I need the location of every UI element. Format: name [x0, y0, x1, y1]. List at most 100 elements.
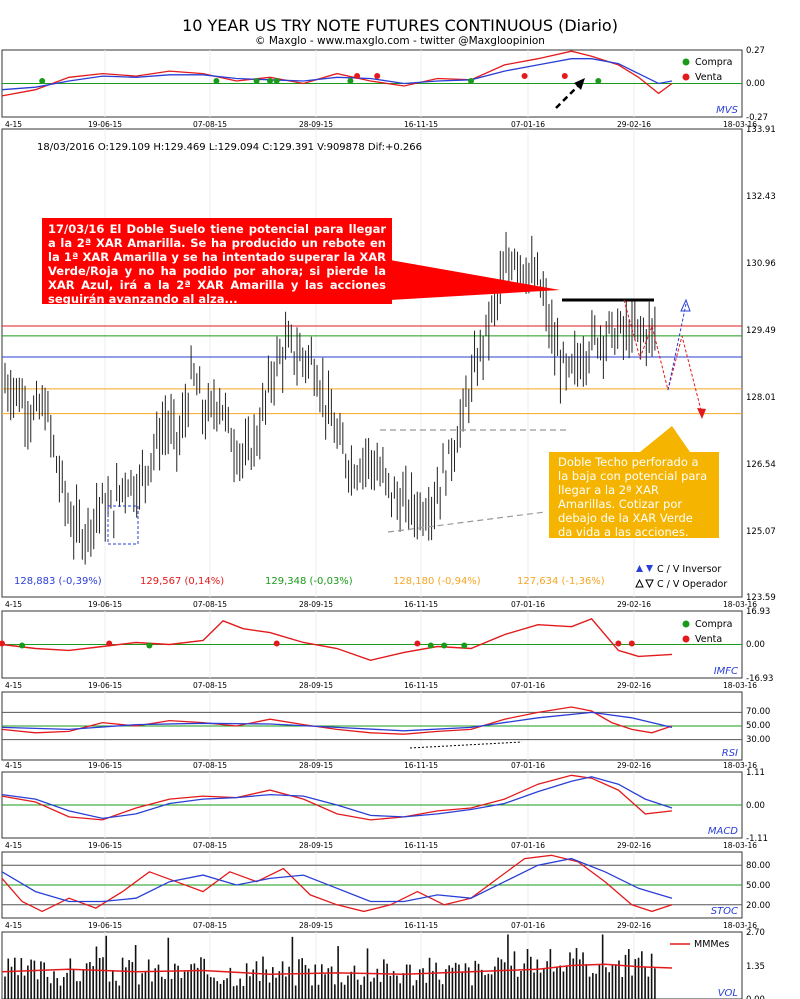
x-tick-label: 07-08-15	[193, 120, 227, 129]
series-line-vol	[1, 963, 673, 975]
x-tick-label: 07-08-15	[193, 681, 227, 690]
y-tick-label: 129.49	[746, 326, 776, 336]
arrow-head	[574, 78, 585, 90]
compra-marker	[19, 642, 26, 649]
xar-label-verde: 129,348 (-0,03%)	[265, 576, 353, 587]
x-tick-label: 29-02-16	[617, 841, 651, 850]
compra-legend-icon	[682, 58, 690, 66]
venta-marker	[374, 73, 381, 80]
x-tick-label: 07-01-16	[511, 921, 545, 930]
panel-label-macd: MACD	[708, 826, 738, 837]
operador-down-icon	[645, 579, 654, 589]
x-tick-label: 07-01-16	[511, 600, 545, 609]
inversor-down-icon	[646, 565, 653, 572]
support-trendline	[387, 511, 546, 533]
x-tick-label: 07-01-16	[511, 841, 545, 850]
x-tick-label: 29-02-16	[617, 921, 651, 930]
x-tick-label: 07-01-16	[511, 120, 545, 129]
y-tick-label: 123.59	[746, 593, 776, 603]
y-tick-label: 130.96	[746, 259, 776, 269]
y-tick-label: 133.91	[746, 125, 776, 135]
x-tick-label: 18-03-16	[723, 841, 757, 850]
projection-down	[623, 299, 703, 415]
price-info-line: 18/03/2016 O:129.109 H:129.469 L:129.094…	[37, 142, 422, 153]
x-tick-label: 19-06-15	[88, 761, 122, 770]
x-tick-label: 18-03-16	[723, 761, 757, 770]
compra-marker	[441, 642, 448, 649]
y-tick-label: 0.27	[746, 46, 765, 56]
y-tick-label: 50.00	[746, 721, 770, 731]
series-line-macd	[1, 774, 673, 821]
venta-legend-icon	[682, 635, 690, 643]
venta-legend-label: Venta	[695, 72, 722, 83]
x-tick-label: 28-09-15	[299, 681, 333, 690]
xar-label-amarilla-2: 127,634 (-1,36%)	[517, 576, 605, 587]
red-callout-pointer	[390, 260, 560, 300]
venta-marker	[0, 640, 5, 647]
series-line-rsi	[1, 711, 673, 732]
red-annotation-box: 17/03/16 El Doble Suelo tiene potencial …	[42, 218, 392, 306]
y-tick-label: 50.00	[746, 881, 770, 891]
x-tick-label: 16-11-15	[404, 120, 438, 129]
y-tick-label: 0.00	[746, 640, 765, 650]
x-tick-label: 18-03-16	[723, 921, 757, 930]
y-tick-label: 0.00	[746, 79, 765, 89]
x-tick-label: 07-08-15	[193, 761, 227, 770]
x-tick-label: 07-08-15	[193, 841, 227, 850]
x-tick-label: 19-06-15	[88, 681, 122, 690]
xar-label-roja: 129,567 (0,14%)	[140, 576, 224, 587]
y-tick-label: 1.35	[746, 962, 765, 972]
x-tick-label: 28-09-15	[299, 921, 333, 930]
x-tick-label: 4-15	[5, 120, 22, 129]
x-tick-label: 07-08-15	[193, 600, 227, 609]
mmmes-legend-label: MMMes	[694, 939, 729, 950]
x-tick-label: 28-09-15	[299, 841, 333, 850]
compra-marker	[427, 642, 434, 649]
x-tick-label: 29-02-16	[617, 681, 651, 690]
x-tick-label: 16-11-15	[404, 921, 438, 930]
projection-down-head	[697, 408, 706, 419]
panel-label-imfc: IMFC	[714, 666, 738, 677]
projection-up-head	[680, 298, 691, 312]
xar-label-amarilla-1: 128,180 (-0,94%)	[393, 576, 481, 587]
yellow-callout-pointer	[640, 426, 690, 452]
chart-subtitle: © Maxglo - www.maxglo.com - twitter @Max…	[255, 35, 545, 47]
compra-marker	[461, 642, 468, 649]
x-tick-label: 4-15	[5, 681, 22, 690]
y-tick-label: 0.00	[746, 801, 765, 811]
venta-marker	[414, 640, 421, 647]
y-tick-label: 0.00	[746, 995, 765, 999]
rsi-trendline	[409, 741, 523, 749]
venta-legend-label: Venta	[695, 634, 722, 645]
x-tick-label: 07-01-16	[511, 681, 545, 690]
x-tick-label: 16-11-15	[404, 681, 438, 690]
venta-marker	[615, 640, 622, 647]
venta-marker	[273, 640, 280, 647]
x-tick-label: 07-01-16	[511, 761, 545, 770]
venta-marker	[628, 640, 635, 647]
venta-marker	[561, 73, 568, 80]
yellow-annotation-box: Doble Techo perforado a la baja con pote…	[549, 452, 719, 539]
panel-label-vol: VOL	[718, 988, 738, 999]
highlight-box	[107, 505, 139, 545]
compra-marker	[213, 78, 220, 85]
x-tick-label: 18-03-16	[723, 120, 757, 129]
venta-marker	[521, 73, 528, 80]
x-tick-label: 16-11-15	[404, 600, 438, 609]
y-tick-label: 70.00	[746, 707, 770, 717]
compra-marker	[253, 78, 260, 85]
x-tick-label: 19-06-15	[88, 841, 122, 850]
compra-marker	[273, 78, 280, 85]
venta-legend-icon	[682, 73, 690, 81]
x-tick-label: 4-15	[5, 761, 22, 770]
panel-label-rsi: RSI	[722, 748, 738, 759]
compra-marker	[267, 78, 273, 85]
inversor-up-icon	[636, 565, 643, 572]
x-tick-label: 4-15	[5, 600, 22, 609]
x-tick-label: 16-11-15	[404, 761, 438, 770]
y-tick-label: -1.11	[746, 834, 768, 844]
x-tick-label: 4-15	[5, 841, 22, 850]
y-tick-label: 2.70	[746, 928, 765, 938]
panel-label-stoc: STOC	[711, 906, 738, 917]
